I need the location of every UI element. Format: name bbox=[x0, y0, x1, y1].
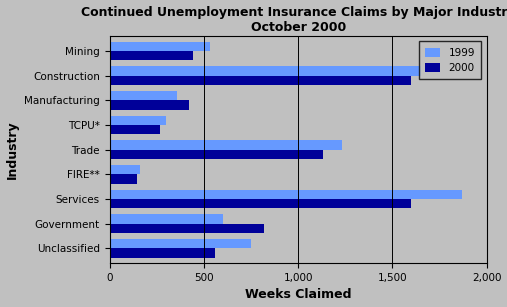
Bar bbox=[110, 150, 322, 159]
Bar bbox=[110, 100, 189, 110]
Bar bbox=[110, 91, 177, 100]
Bar bbox=[110, 239, 251, 248]
Bar bbox=[110, 66, 421, 76]
Bar bbox=[110, 165, 140, 174]
Legend: 1999, 2000: 1999, 2000 bbox=[418, 41, 482, 80]
Bar bbox=[110, 140, 342, 150]
Bar bbox=[110, 76, 411, 85]
Title: Continued Unemployment Insurance Claims by Major Industry
October 2000: Continued Unemployment Insurance Claims … bbox=[81, 6, 507, 33]
Bar bbox=[110, 214, 223, 224]
Bar bbox=[110, 248, 215, 258]
X-axis label: Weeks Claimed: Weeks Claimed bbox=[245, 289, 351, 301]
Bar bbox=[110, 41, 209, 51]
Bar bbox=[110, 125, 161, 134]
Y-axis label: Industry: Industry bbox=[6, 120, 19, 179]
Bar bbox=[110, 224, 264, 233]
Bar bbox=[110, 115, 166, 125]
Bar bbox=[110, 199, 411, 208]
Bar bbox=[110, 51, 193, 60]
Bar bbox=[110, 190, 462, 199]
Bar bbox=[110, 174, 137, 184]
